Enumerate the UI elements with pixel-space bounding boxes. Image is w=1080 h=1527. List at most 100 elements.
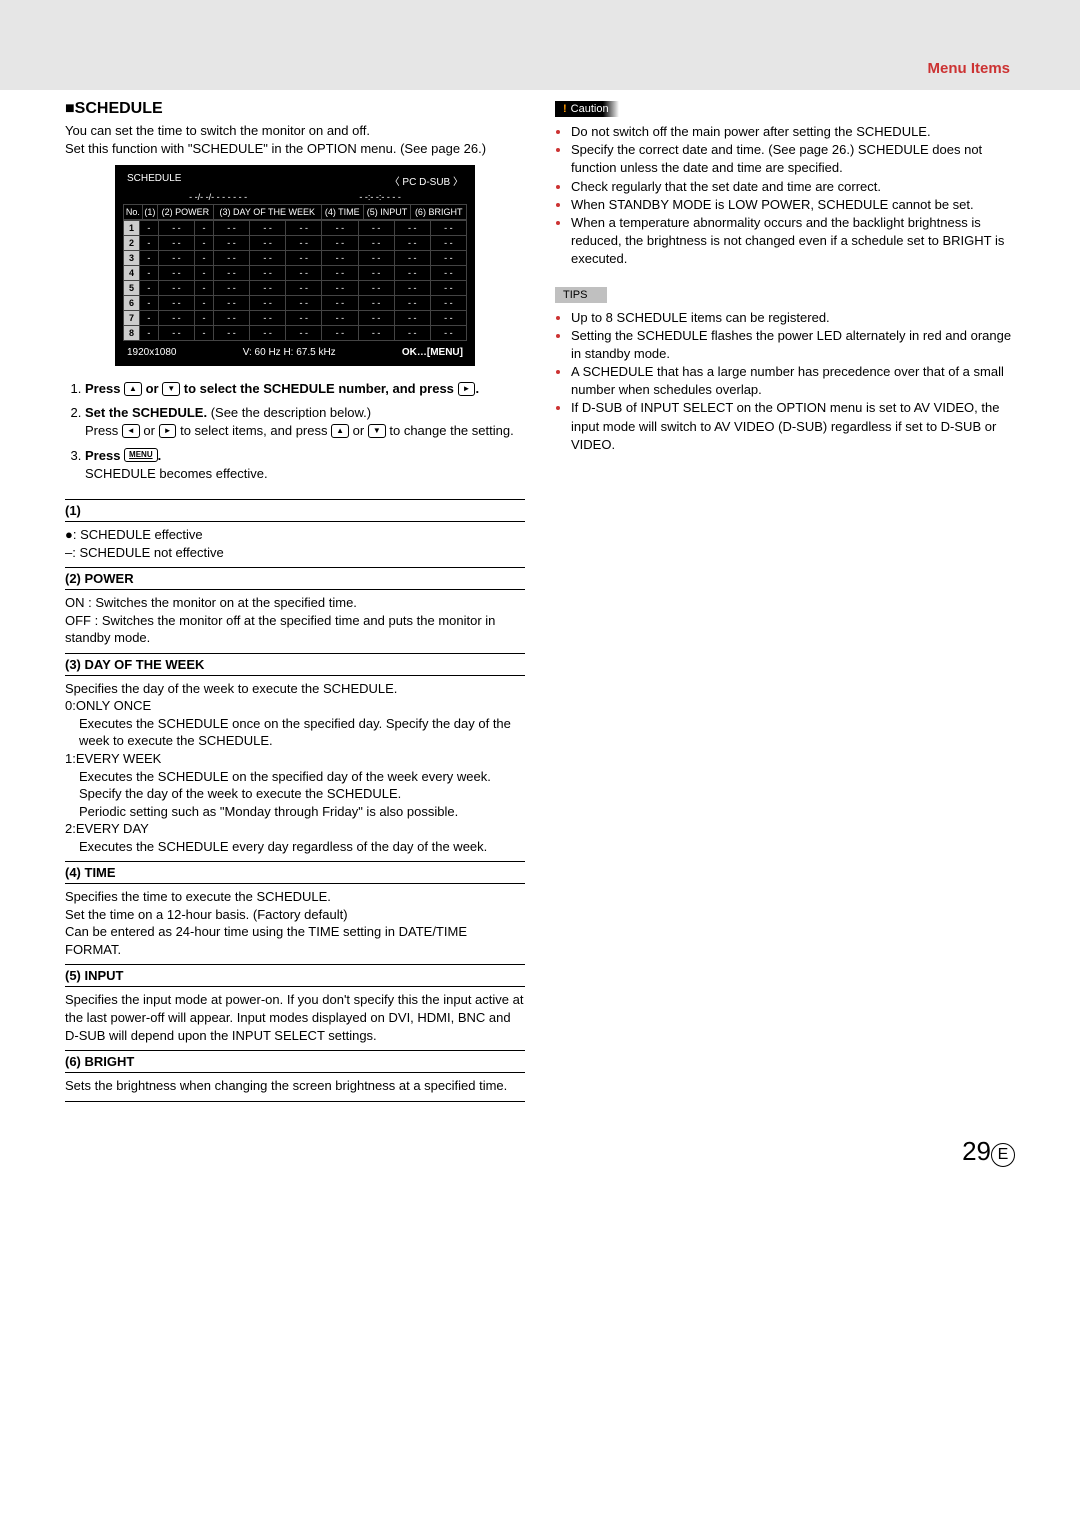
osd-row: 1-- --- -- -- -- -- -- -- - xyxy=(124,221,467,236)
page: Menu Items ■SCHEDULE You can set the tim… xyxy=(0,0,1080,1197)
page-lang-badge: E xyxy=(991,1143,1015,1167)
osd-cell: - - xyxy=(394,311,430,326)
field-5: (5) INPUT Specifies the input mode at po… xyxy=(65,964,525,1044)
osd-cell: - - xyxy=(158,326,194,341)
list-item: Specify the correct date and time. (See … xyxy=(571,141,1015,177)
t: 1:EVERY WEEK xyxy=(65,750,525,768)
osd-cell: - xyxy=(140,221,159,236)
osd-cell: - - xyxy=(158,296,194,311)
osd-date-row: - -/- -/- - - - - - - - -:- -:- - - - xyxy=(123,190,467,204)
osd-col: (6) BRIGHT xyxy=(411,205,467,220)
osd-col: (3) DAY OF THE WEEK xyxy=(213,205,321,220)
field-3: (3) DAY OF THE WEEK Specifies the day of… xyxy=(65,653,525,855)
up-button-icon: ▲ xyxy=(124,382,142,396)
osd-cell: 4 xyxy=(124,266,140,281)
osd-cell: - - xyxy=(250,281,286,296)
osd-col: (5) INPUT xyxy=(363,205,411,220)
osd-header-row: No. (1) (2) POWER (3) DAY OF THE WEEK (4… xyxy=(124,205,467,220)
t: 0:ONLY ONCE xyxy=(65,697,525,715)
osd-col: No. xyxy=(124,205,143,220)
osd-cell: - - xyxy=(358,311,394,326)
osd-cell: - - xyxy=(250,236,286,251)
osd-row: 2-- --- -- -- -- -- -- -- - xyxy=(124,236,467,251)
t: to select items, and press xyxy=(176,423,331,438)
osd-cell: - - xyxy=(430,311,466,326)
list-item: Check regularly that the set date and ti… xyxy=(571,178,1015,196)
osd-cell: - xyxy=(140,236,159,251)
list-text: Up to 8 SCHEDULE items can be registered… xyxy=(571,310,830,325)
osd-cell: - - xyxy=(213,326,249,341)
osd-cell: - - xyxy=(430,236,466,251)
t: Specifies the day of the week to execute… xyxy=(65,680,525,698)
step-1: Press ▲ or ▼ to select the SCHEDULE numb… xyxy=(85,380,525,398)
osd-cell: - - xyxy=(394,221,430,236)
list-text: When a temperature abnormality occurs an… xyxy=(571,215,1004,266)
osd-cell: - - xyxy=(394,296,430,311)
field-head: (1) xyxy=(65,499,525,522)
osd-cell: - - xyxy=(430,251,466,266)
osd-col: (4) TIME xyxy=(321,205,363,220)
field-head: (6) BRIGHT xyxy=(65,1050,525,1073)
osd-cell: - xyxy=(140,281,159,296)
osd-cell: - - xyxy=(250,296,286,311)
osd-row: 7-- --- -- -- -- -- -- -- - xyxy=(124,311,467,326)
field-body: Specifies the day of the week to execute… xyxy=(65,680,525,855)
osd-cell: - - xyxy=(358,326,394,341)
osd-col: (1) xyxy=(142,205,157,220)
t: (See the description below.) xyxy=(207,405,371,420)
list-text: A SCHEDULE that has a large number has p… xyxy=(571,364,1004,397)
osd-cell: - xyxy=(195,281,214,296)
osd-row: 8-- --- -- -- -- -- -- -- - xyxy=(124,326,467,341)
t: or xyxy=(142,381,162,396)
osd-cell: 6 xyxy=(124,296,140,311)
osd-cell: - - xyxy=(158,311,194,326)
list-item: If D-SUB of INPUT SELECT on the OPTION m… xyxy=(571,399,1015,454)
osd-corner: 〈 PC D-SUB 〉 xyxy=(390,173,463,188)
osd-cell: - - xyxy=(286,266,322,281)
osd-cell: - - xyxy=(286,281,322,296)
osd-cell: - - xyxy=(358,251,394,266)
t: Set the SCHEDULE. xyxy=(85,405,207,420)
left-button-icon: ◄ xyxy=(122,424,140,438)
osd-cell: - - xyxy=(322,296,358,311)
caution-list: Do not switch off the main power after s… xyxy=(571,123,1015,269)
osd-cell: - - xyxy=(430,326,466,341)
menu-button-icon: MENU xyxy=(124,448,158,462)
osd-panel: SCHEDULE 〈 PC D-SUB 〉 - -/- -/- - - - - … xyxy=(115,165,475,366)
osd-cell: - - xyxy=(213,311,249,326)
osd-cell: - - xyxy=(158,251,194,266)
osd-cell: - xyxy=(140,326,159,341)
field-head: (2) POWER xyxy=(65,567,525,590)
t: Executes the SCHEDULE every day regardle… xyxy=(79,838,525,856)
osd-cell: - - xyxy=(430,296,466,311)
osd-cell: - - xyxy=(158,281,194,296)
osd-cell: - - xyxy=(250,326,286,341)
osd-cell: - xyxy=(195,221,214,236)
osd-header: SCHEDULE 〈 PC D-SUB 〉 xyxy=(123,171,467,190)
osd-cell: - - xyxy=(213,236,249,251)
osd-cell: - - xyxy=(322,281,358,296)
field-body: Specifies the time to execute the SCHEDU… xyxy=(65,888,525,958)
osd-date1: - -/- -/- - - - - - - xyxy=(189,192,247,202)
step-3: Press MENU. SCHEDULE becomes effective. xyxy=(85,447,525,483)
osd-cell: - - xyxy=(322,311,358,326)
osd-cell: - - xyxy=(430,281,466,296)
osd-cell: - - xyxy=(250,311,286,326)
list-item: Up to 8 SCHEDULE items can be registered… xyxy=(571,309,1015,327)
osd-cell: - - xyxy=(286,251,322,266)
field-head: (3) DAY OF THE WEEK xyxy=(65,653,525,676)
osd-table: No. (1) (2) POWER (3) DAY OF THE WEEK (4… xyxy=(123,204,467,220)
osd-ok: OK…[MENU] xyxy=(402,347,463,358)
osd-cell: - - xyxy=(286,236,322,251)
tips-list: Up to 8 SCHEDULE items can be registered… xyxy=(571,309,1015,455)
t: 2:EVERY DAY xyxy=(65,820,525,838)
osd-cell: - - xyxy=(394,281,430,296)
osd-cell: - - xyxy=(358,281,394,296)
osd-res: 1920x1080 xyxy=(127,347,177,358)
caution-label: Caution xyxy=(555,101,619,117)
osd-cell: - - xyxy=(286,221,322,236)
osd-cell: - xyxy=(195,236,214,251)
content-columns: ■SCHEDULE You can set the time to switch… xyxy=(0,90,1080,1126)
osd-footer: 1920x1080 V: 60 Hz H: 67.5 kHz OK…[MENU] xyxy=(123,341,467,360)
field-body: ON : Switches the monitor on at the spec… xyxy=(65,594,525,647)
